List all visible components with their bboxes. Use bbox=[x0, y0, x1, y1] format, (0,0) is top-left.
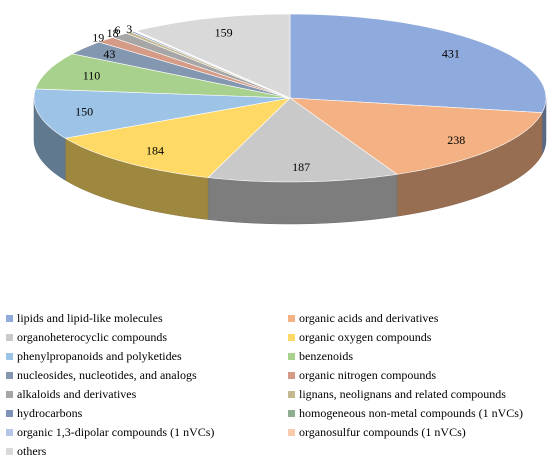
legend-label: organoheterocyclic compounds bbox=[17, 330, 168, 344]
pie-slice-6 bbox=[35, 53, 291, 99]
legend-swatch bbox=[6, 428, 13, 436]
data-label-11: 3 bbox=[126, 22, 132, 36]
legend-label: alkaloids and derivatives bbox=[17, 387, 137, 401]
data-label-5: 150 bbox=[75, 104, 93, 118]
legend-item: others bbox=[6, 444, 46, 459]
pie-slice-7 bbox=[71, 41, 291, 99]
legend-label: benzenoids bbox=[299, 349, 353, 363]
pie-slice-3 bbox=[207, 97, 398, 183]
data-label-9: 18 bbox=[107, 26, 119, 40]
legend-label: lignans, neolignans and related compound… bbox=[299, 387, 506, 401]
legend-item: alkaloids and derivatives bbox=[6, 387, 136, 402]
legend-swatch bbox=[288, 409, 295, 417]
legend-swatch bbox=[6, 409, 13, 417]
pie-slice-2 bbox=[288, 97, 543, 175]
legend-label: lipids and lipid-like molecules bbox=[17, 311, 163, 325]
data-label-4: 184 bbox=[146, 144, 164, 158]
legend-item: homogeneous non-metal compounds (1 nVCs) bbox=[288, 406, 523, 421]
data-label-7: 43 bbox=[103, 47, 115, 61]
pie-slice-15 bbox=[135, 13, 291, 99]
legend-label: organic acids and derivatives bbox=[299, 311, 439, 325]
legend-swatch bbox=[288, 352, 295, 360]
legend-swatch bbox=[6, 447, 13, 455]
legend-swatch bbox=[288, 314, 295, 322]
legend-item: benzenoids bbox=[288, 349, 353, 364]
legend-swatch bbox=[6, 352, 13, 360]
legend-swatch bbox=[288, 371, 295, 379]
data-label-15: 159 bbox=[215, 26, 233, 40]
pie-side-walls bbox=[33, 97, 547, 225]
legend-item: organic oxygen compounds bbox=[288, 330, 431, 345]
legend-label: organic oxygen compounds bbox=[299, 330, 432, 344]
pie-top bbox=[33, 13, 547, 183]
legend-swatch bbox=[6, 371, 13, 379]
legend-swatch bbox=[6, 314, 13, 322]
legend-label: organic 1,3-dipolar compounds (1 nVCs) bbox=[17, 425, 215, 439]
legend-label: organosulfur compounds (1 nVCs) bbox=[299, 425, 466, 439]
legend-label: organic nitrogen compounds bbox=[299, 368, 437, 382]
data-label-6: 110 bbox=[83, 69, 101, 83]
legend-item: hydrocarbons bbox=[6, 406, 82, 421]
legend-swatch bbox=[288, 333, 295, 341]
legend-item: phenylpropanoids and polyketides bbox=[6, 349, 182, 364]
legend-label: nucleosides, nucleotides, and analogs bbox=[17, 368, 197, 382]
legend-item: organic acids and derivatives bbox=[288, 311, 438, 326]
legend-item: organoheterocyclic compounds bbox=[6, 330, 167, 345]
data-label-2: 238 bbox=[447, 133, 465, 147]
legend-swatch bbox=[6, 390, 13, 398]
legend-label: phenylpropanoids and polyketides bbox=[17, 349, 182, 363]
data-label-3: 187 bbox=[292, 160, 310, 174]
data-label-8: 19 bbox=[92, 30, 104, 44]
legend-label: homogeneous non-metal compounds (1 nVCs) bbox=[299, 406, 523, 420]
legend-label: others bbox=[17, 444, 47, 458]
legend-item: lignans, neolignans and related compound… bbox=[288, 387, 506, 402]
legend-item: organic 1,3-dipolar compounds (1 nVCs) bbox=[6, 425, 214, 440]
legend-swatch bbox=[288, 428, 295, 436]
legend-item: nucleosides, nucleotides, and analogs bbox=[6, 368, 197, 383]
legend-swatch bbox=[6, 333, 13, 341]
legend-item: organic nitrogen compounds bbox=[288, 368, 436, 383]
pie-slice-1 bbox=[289, 13, 547, 113]
pie-slice-5 bbox=[33, 88, 291, 139]
legend-item: lipids and lipid-like molecules bbox=[6, 311, 163, 326]
legend-label: hydrocarbons bbox=[17, 406, 83, 420]
legend-item: organosulfur compounds (1 nVCs) bbox=[288, 425, 466, 440]
data-label-10: 6 bbox=[115, 23, 121, 37]
legend-swatch bbox=[288, 390, 295, 398]
pie-slice-4 bbox=[64, 97, 291, 178]
data-label-1: 431 bbox=[442, 47, 460, 61]
